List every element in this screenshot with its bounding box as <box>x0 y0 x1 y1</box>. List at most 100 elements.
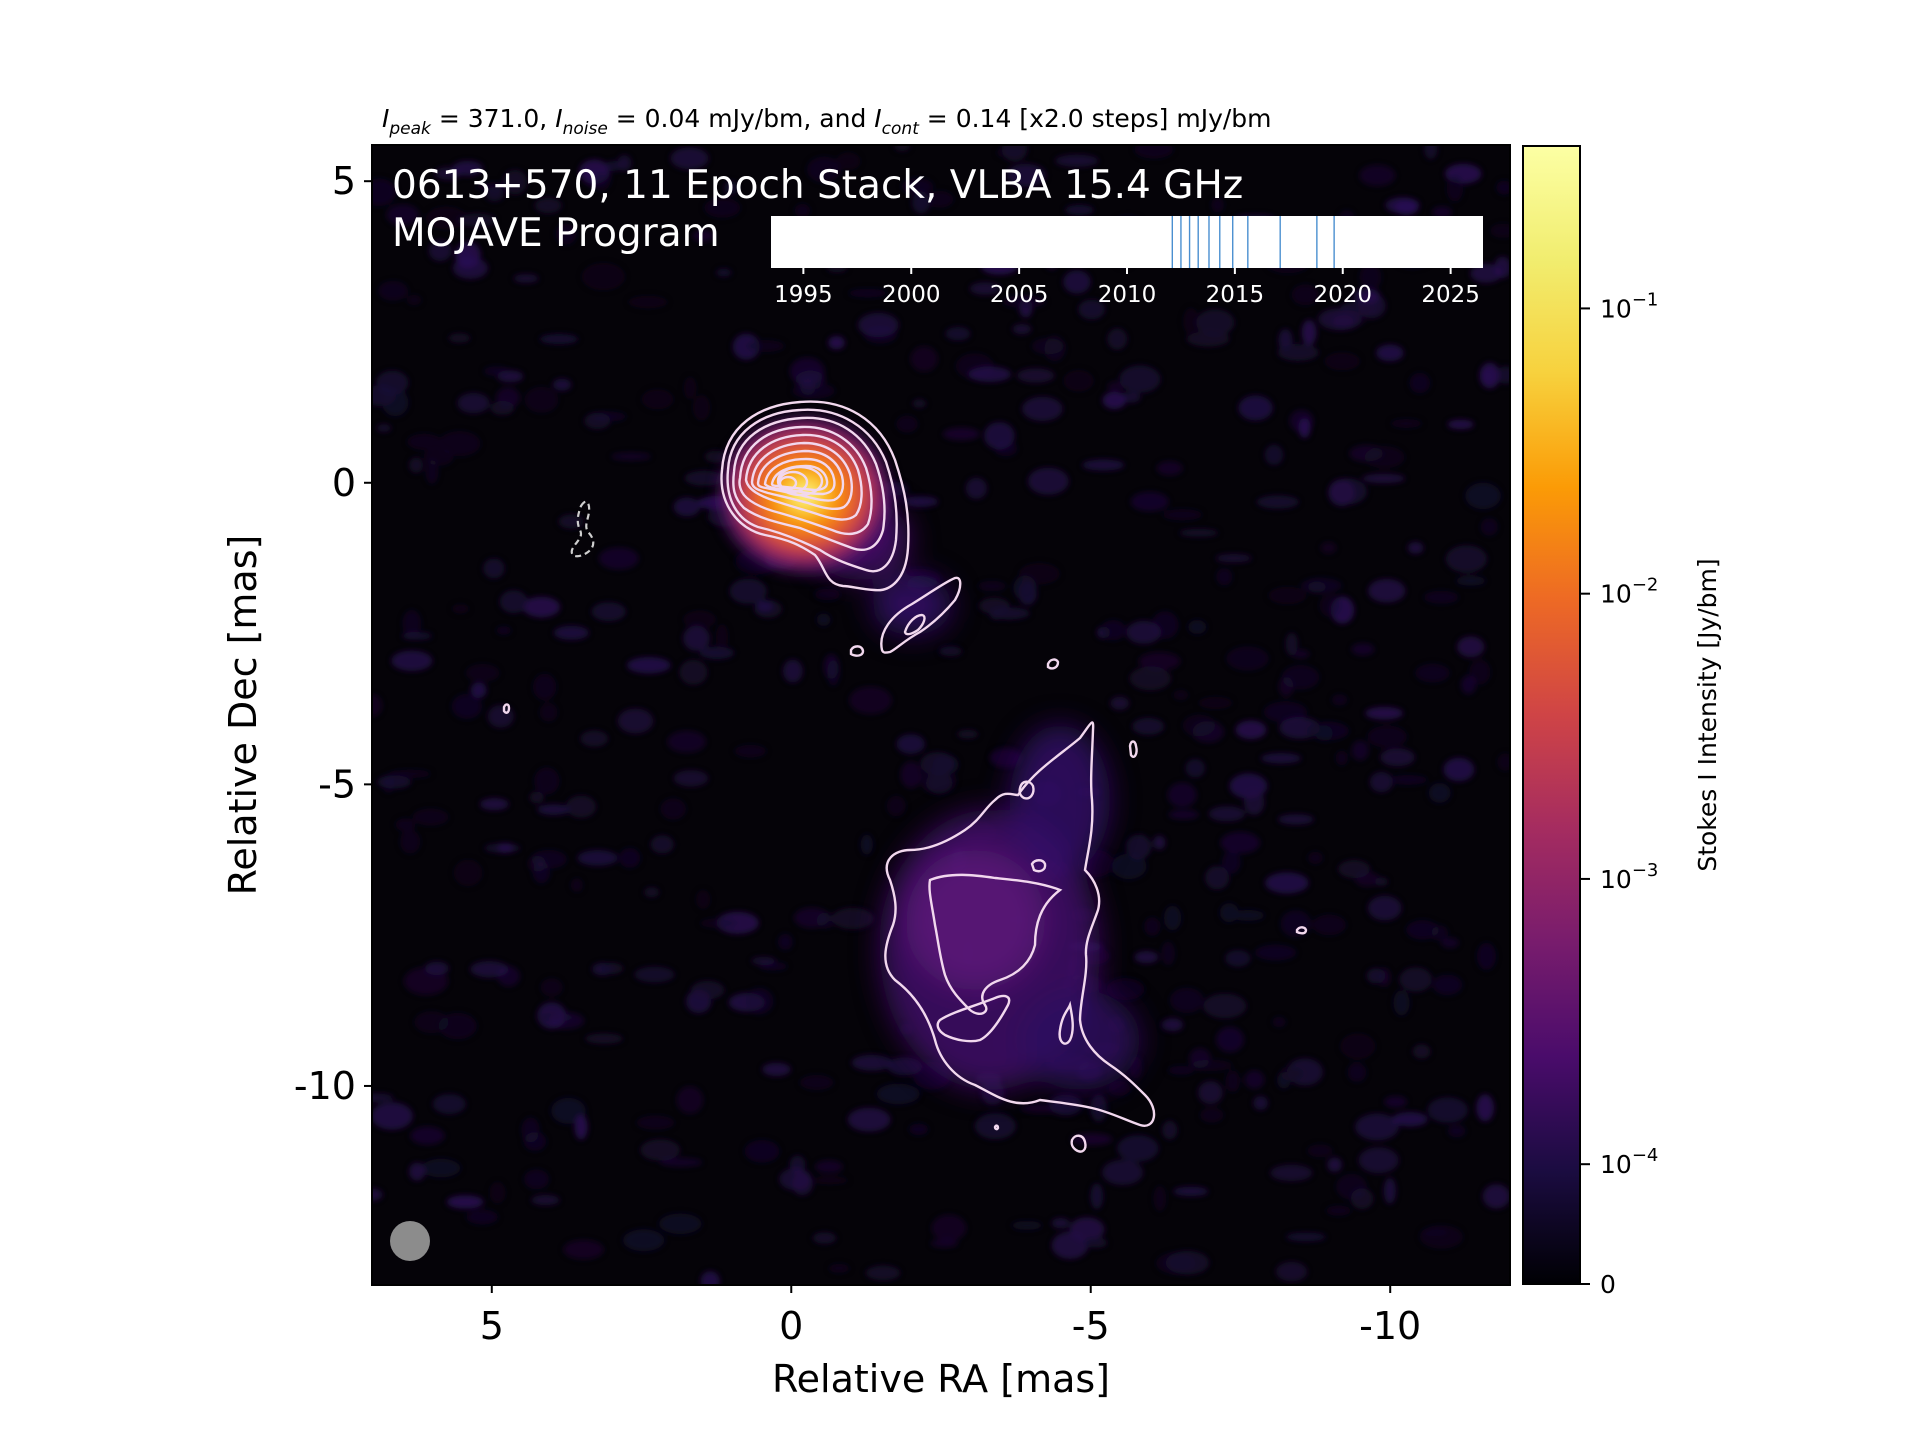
noise-blob <box>1490 223 1510 238</box>
y-tick-label: 0 <box>332 461 356 505</box>
noise-blob <box>1441 937 1459 948</box>
noise-blob <box>372 1102 413 1130</box>
y-axis: 5 0 -5 -10 <box>294 159 372 1108</box>
noise-blob <box>574 1114 588 1140</box>
x-axis-label: Relative RA [mas] <box>772 1357 1110 1401</box>
noise-blob <box>925 772 953 794</box>
noise-blob <box>537 804 571 815</box>
noise-blob <box>1359 164 1396 187</box>
noise-blob <box>425 459 439 485</box>
noise-blob <box>1110 696 1130 710</box>
contour-jet-inner-3 <box>936 994 1011 1043</box>
noise-blob <box>1216 1026 1244 1053</box>
noise-blob <box>901 178 934 195</box>
noise-blob <box>591 602 626 622</box>
noise-blob <box>762 1062 791 1077</box>
noise-blob <box>636 1115 675 1130</box>
timeline-axis: 1995 2000 2005 2010 2015 2020 2025 <box>774 268 1480 308</box>
noise-blob <box>372 178 397 206</box>
noise-blob <box>716 268 732 277</box>
noise-blob <box>1216 567 1233 586</box>
noise-blob <box>1320 542 1337 554</box>
noise-blob <box>1119 365 1161 394</box>
x-tick-label: 0 <box>779 1304 803 1348</box>
noise-blob <box>658 1213 702 1235</box>
noise-blob <box>563 1239 604 1260</box>
noise-blob <box>1465 482 1501 510</box>
noise-blob <box>1443 757 1475 782</box>
contour-core-3 <box>732 416 886 552</box>
noise-blob <box>1027 467 1069 495</box>
noise-blob <box>670 147 709 170</box>
timeline-tick-label: 2020 <box>1313 282 1372 308</box>
noise-blob <box>1470 263 1503 283</box>
noise-blob <box>381 388 409 417</box>
noise-blob <box>1385 197 1420 214</box>
noise-blob <box>1205 865 1230 890</box>
noise-blob <box>483 366 510 377</box>
noise-blob <box>452 160 483 176</box>
contour-core-2 <box>726 408 898 573</box>
noise-blob <box>470 682 487 699</box>
noise-blob <box>876 1083 920 1105</box>
noise-blob <box>969 282 1001 295</box>
noise-blob <box>1254 944 1297 961</box>
noise-blob <box>1126 620 1162 644</box>
noise-blob <box>1063 270 1091 294</box>
noise-blob <box>1153 1185 1167 1212</box>
noise-blob <box>446 1195 484 1209</box>
contour-core-5 <box>744 433 863 521</box>
noise-blob <box>1280 910 1312 938</box>
noise-blob <box>628 295 668 309</box>
noise-blob <box>1144 917 1161 936</box>
noise-blob <box>1006 163 1046 187</box>
noise-blob <box>896 415 918 433</box>
noise-blob <box>900 761 922 789</box>
noise-blob <box>732 333 760 360</box>
noise-blob <box>782 659 803 683</box>
noise-blob <box>968 366 1012 383</box>
noise-blob <box>939 646 963 657</box>
noise-blob <box>1165 1250 1210 1275</box>
noise-blob <box>1161 941 1175 966</box>
noise-blob <box>1432 206 1452 218</box>
noise-blob <box>836 152 861 171</box>
noise-blob <box>378 280 409 301</box>
noise-blob <box>777 933 793 951</box>
noise-blob <box>529 791 545 804</box>
noise-blob <box>552 378 572 391</box>
timeline-tick-label: 2000 <box>882 282 941 308</box>
noise-blob <box>909 1123 929 1135</box>
noise-blob <box>1336 1173 1367 1200</box>
noise-blob <box>690 980 725 1000</box>
colorbar-tick-label: 10−3 <box>1600 860 1658 894</box>
noise-blob <box>1476 1094 1494 1122</box>
noise-blob <box>704 197 741 218</box>
noise-blob <box>1446 176 1464 202</box>
noise-blob <box>1307 851 1323 865</box>
contour-small-5 <box>1030 859 1047 873</box>
noise-blob <box>1078 299 1105 320</box>
noise-blob <box>558 514 584 529</box>
noise-blob <box>692 395 711 421</box>
noise-blob <box>490 400 515 416</box>
noise-blob <box>601 962 624 975</box>
noise-blob <box>715 624 729 651</box>
noise-blob <box>827 660 840 686</box>
noise-blob <box>1179 528 1219 537</box>
noise-blob <box>1220 831 1260 854</box>
noise-blob <box>553 625 590 640</box>
noise-blob <box>406 294 422 306</box>
y-tick-label: -10 <box>294 1064 356 1108</box>
noise-blob <box>1347 1062 1367 1082</box>
colorbar-tick-label: 0 <box>1600 1270 1616 1299</box>
noise-blob <box>391 650 433 672</box>
noise-blob <box>1253 1095 1268 1111</box>
noise-blob <box>1117 1134 1159 1162</box>
noise-blob <box>1423 590 1459 604</box>
noise-blob <box>487 704 514 728</box>
noise-blob <box>1225 949 1251 967</box>
contour-small-3 <box>1128 740 1138 759</box>
noise-blob <box>465 663 500 683</box>
noise-blob <box>865 1265 901 1281</box>
